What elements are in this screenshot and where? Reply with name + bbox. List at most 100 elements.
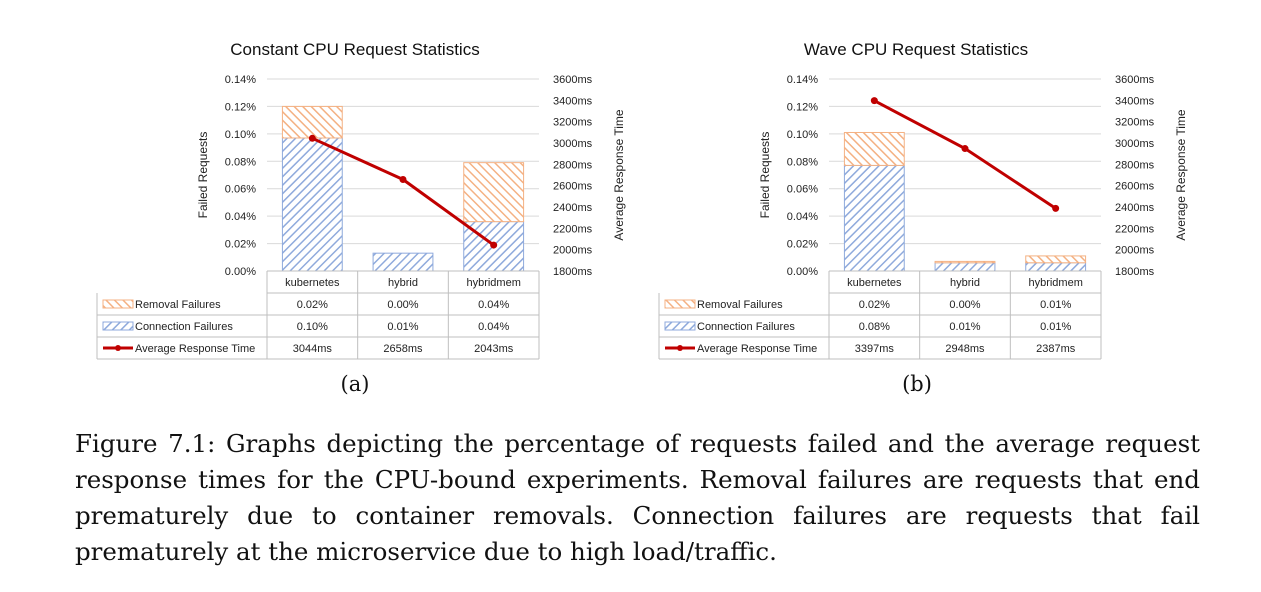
- chart1-y2-tick-label: 3200ms: [1115, 117, 1155, 129]
- chart0-table-value: 3044ms: [293, 343, 333, 355]
- chart1-y2-tick-label: 2800ms: [1115, 159, 1155, 171]
- chart1-y2-tick-label: 1800ms: [1115, 266, 1155, 278]
- chart1-table-value: 0.08%: [859, 321, 890, 333]
- chart0-y2-tick-label: 1800ms: [553, 266, 593, 278]
- chart0-y2-tick-label: 2400ms: [553, 202, 593, 214]
- panel-label-b: (b): [902, 372, 932, 396]
- chart0-table-value: 0.04%: [478, 299, 509, 311]
- chart0-legend-label: Connection Failures: [135, 321, 233, 333]
- chart1-y-tick-label: 0.14%: [787, 74, 818, 86]
- chart0-legend-key-bar: [102, 321, 134, 331]
- chart0-group: [96, 78, 540, 360]
- chart0-title: Constant CPU Request Statistics: [230, 40, 479, 59]
- chart0-legend-label: Removal Failures: [135, 299, 221, 311]
- chart0-y-axis-title: Failed Requests: [196, 132, 210, 219]
- chart0-y-tick-label: 0.04%: [225, 211, 256, 223]
- chart1-bar-removal-kubernetes: [843, 131, 905, 166]
- chart0-line-point-hybridmem: [490, 241, 498, 249]
- chart1-legend-label: Removal Failures: [697, 299, 783, 311]
- chart0-y2-tick-label: 3200ms: [553, 117, 593, 129]
- chart0-category-label: kubernetes: [285, 277, 340, 289]
- chart0-line-point-hybrid: [399, 175, 407, 183]
- chart1-line-point-kubernetes: [870, 97, 878, 105]
- chart1-table-value: 0.02%: [859, 299, 890, 311]
- chart0-y-tick-label: 0.12%: [225, 101, 256, 113]
- chart1-bar-removal-hybrid: [934, 260, 996, 264]
- chart0-bar-connection-kubernetes: [281, 137, 343, 272]
- chart0-y2-tick-label: 2600ms: [553, 181, 593, 193]
- chart1-y2-axis-title: Average Response Time: [1174, 109, 1188, 241]
- figure-caption: Figure 7.1: Graphs depicting the percent…: [75, 429, 1200, 566]
- chart1-y-tick-label: 0.00%: [787, 266, 818, 278]
- chart1-bar-connection-hybrid: [934, 262, 996, 272]
- figure-charts: Constant CPU Request Statistics 0.00% 0.02…: [96, 40, 1188, 360]
- chart0-y2-tick-label: 2800ms: [553, 159, 593, 171]
- chart1-category-label: hybridmem: [1028, 277, 1082, 289]
- chart0-table-value: 2043ms: [474, 343, 514, 355]
- chart0-category-label: hybrid: [388, 277, 418, 289]
- chart1-y2-tick-label: 2600ms: [1115, 181, 1155, 193]
- chart0-y-tick-label: 0.02%: [225, 239, 256, 251]
- panel-label-a: (a): [340, 372, 370, 396]
- chart1-y2-tick-label: 3600ms: [1115, 74, 1155, 86]
- chart1-y2-tick-label: 3000ms: [1115, 138, 1155, 150]
- chart1-table-value: 0.00%: [949, 299, 980, 311]
- chart1-table-value: 0.01%: [949, 321, 980, 333]
- chart1-y-tick-label: 0.04%: [787, 211, 818, 223]
- chart1-legend-key-bar: [664, 299, 696, 309]
- chart1-legend-label: Average Response Time: [697, 343, 817, 355]
- chart0-y2-tick-label: 2200ms: [553, 223, 593, 235]
- chart1-y2-tick-label: 2200ms: [1115, 223, 1155, 235]
- chart0-table-value: 0.02%: [297, 299, 328, 311]
- chart1-y-tick-label: 0.02%: [787, 239, 818, 251]
- chart0-table-value: 0.10%: [297, 321, 328, 333]
- chart1-category-label: hybrid: [950, 277, 980, 289]
- chart0-table-value: 0.04%: [478, 321, 509, 333]
- chart0-category-label: hybridmem: [466, 277, 520, 289]
- chart1-bar-removal-hybridmem: [1025, 255, 1087, 264]
- chart1-line-point-hybrid: [961, 145, 969, 153]
- chart1-y-tick-label: 0.12%: [787, 101, 818, 113]
- chart0-legend-label: Average Response Time: [135, 343, 255, 355]
- chart0-y-tick-label: 0.10%: [225, 129, 256, 141]
- chart0-table-value: 2658ms: [383, 343, 423, 355]
- chart1-legend-label: Connection Failures: [697, 321, 795, 333]
- chart0-legend-key-point: [115, 345, 121, 351]
- chart0-bar-removal-hybridmem: [463, 162, 525, 223]
- chart1-y-tick-label: 0.10%: [787, 129, 818, 141]
- chart1-table-value: 2948ms: [945, 343, 985, 355]
- chart0-line-point-kubernetes: [308, 134, 316, 142]
- chart0-bar-connection-hybrid: [372, 252, 434, 272]
- chart1-y2-tick-label: 3400ms: [1115, 95, 1155, 107]
- chart0-table-value: 0.00%: [387, 299, 418, 311]
- chart1-y2-tick-label: 2400ms: [1115, 202, 1155, 214]
- chart1-legend-key-point: [677, 345, 683, 351]
- chart0-table-value: 0.01%: [387, 321, 418, 333]
- chart1-group: [658, 78, 1102, 360]
- chart0-y2-axis-title: Average Response Time: [612, 109, 626, 241]
- chart0-bar-removal-kubernetes: [281, 105, 343, 139]
- chart1-line-point-hybridmem: [1052, 204, 1060, 212]
- chart1-y-tick-label: 0.08%: [787, 156, 818, 168]
- chart1-table-value: 0.01%: [1040, 299, 1071, 311]
- chart1-table-value: 2387ms: [1036, 343, 1076, 355]
- chart1-table-value: 0.01%: [1040, 321, 1071, 333]
- chart1-y2-tick-label: 2000ms: [1115, 245, 1155, 257]
- chart0-y2-tick-label: 2000ms: [553, 245, 593, 257]
- chart0-y2-tick-label: 3600ms: [553, 74, 593, 86]
- chart0-y-tick-label: 0.08%: [225, 156, 256, 168]
- chart1-category-label: kubernetes: [847, 277, 902, 289]
- chart0-y2-tick-label: 3400ms: [553, 95, 593, 107]
- chart1-bar-connection-kubernetes: [843, 164, 905, 272]
- chart1-legend-key-bar: [664, 321, 696, 331]
- chart0-y-tick-label: 0.06%: [225, 184, 256, 196]
- chart1-title: Wave CPU Request Statistics: [804, 40, 1028, 59]
- chart1-y-axis-title: Failed Requests: [758, 132, 772, 219]
- chart0-y-tick-label: 0.14%: [225, 74, 256, 86]
- chart0-y2-tick-label: 3000ms: [553, 138, 593, 150]
- chart0-legend-key-bar: [102, 299, 134, 309]
- chart1-table-value: 3397ms: [855, 343, 895, 355]
- chart0-y-tick-label: 0.00%: [225, 266, 256, 278]
- chart1-bar-connection-hybridmem: [1025, 262, 1087, 272]
- chart1-y-tick-label: 0.06%: [787, 184, 818, 196]
